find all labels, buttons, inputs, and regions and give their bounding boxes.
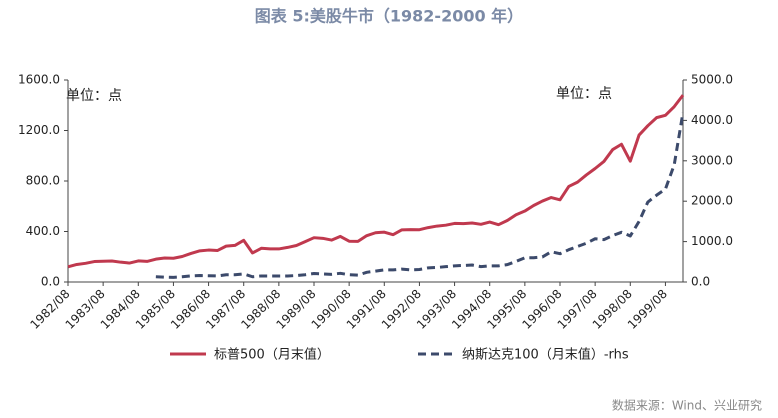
series-line <box>67 94 685 269</box>
source: 数据来源：Wind、兴业研究 <box>612 398 762 413</box>
y-unit-label: 单位：点 <box>66 88 122 104</box>
y-tick-label: 800.0 <box>26 174 60 188</box>
legend-label: 标普500（月末值） <box>214 347 330 363</box>
legend-label: 纳斯达克100（月末值）-rhs <box>462 347 629 363</box>
y2-tick-label: 2000.0 <box>691 194 733 208</box>
y2-unit-label: 单位：点 <box>556 86 612 102</box>
y2-tick-label: 1000.0 <box>691 234 733 248</box>
y2-tick-label: 0.0 <box>691 275 710 289</box>
y-tick-label: 1200.0 <box>18 123 60 137</box>
y-tick-label: 400.0 <box>26 224 60 238</box>
chart-title: 图表 5:美股牛市（1982-2000 年） <box>255 7 523 26</box>
y2-tick-label: 5000.0 <box>691 73 733 87</box>
y-tick-label: 0.0 <box>41 275 60 289</box>
y2-tick-label: 3000.0 <box>691 153 733 167</box>
y-tick-label: 1600.0 <box>18 73 60 87</box>
y2-tick-label: 4000.0 <box>691 113 733 127</box>
series-line <box>155 112 685 279</box>
